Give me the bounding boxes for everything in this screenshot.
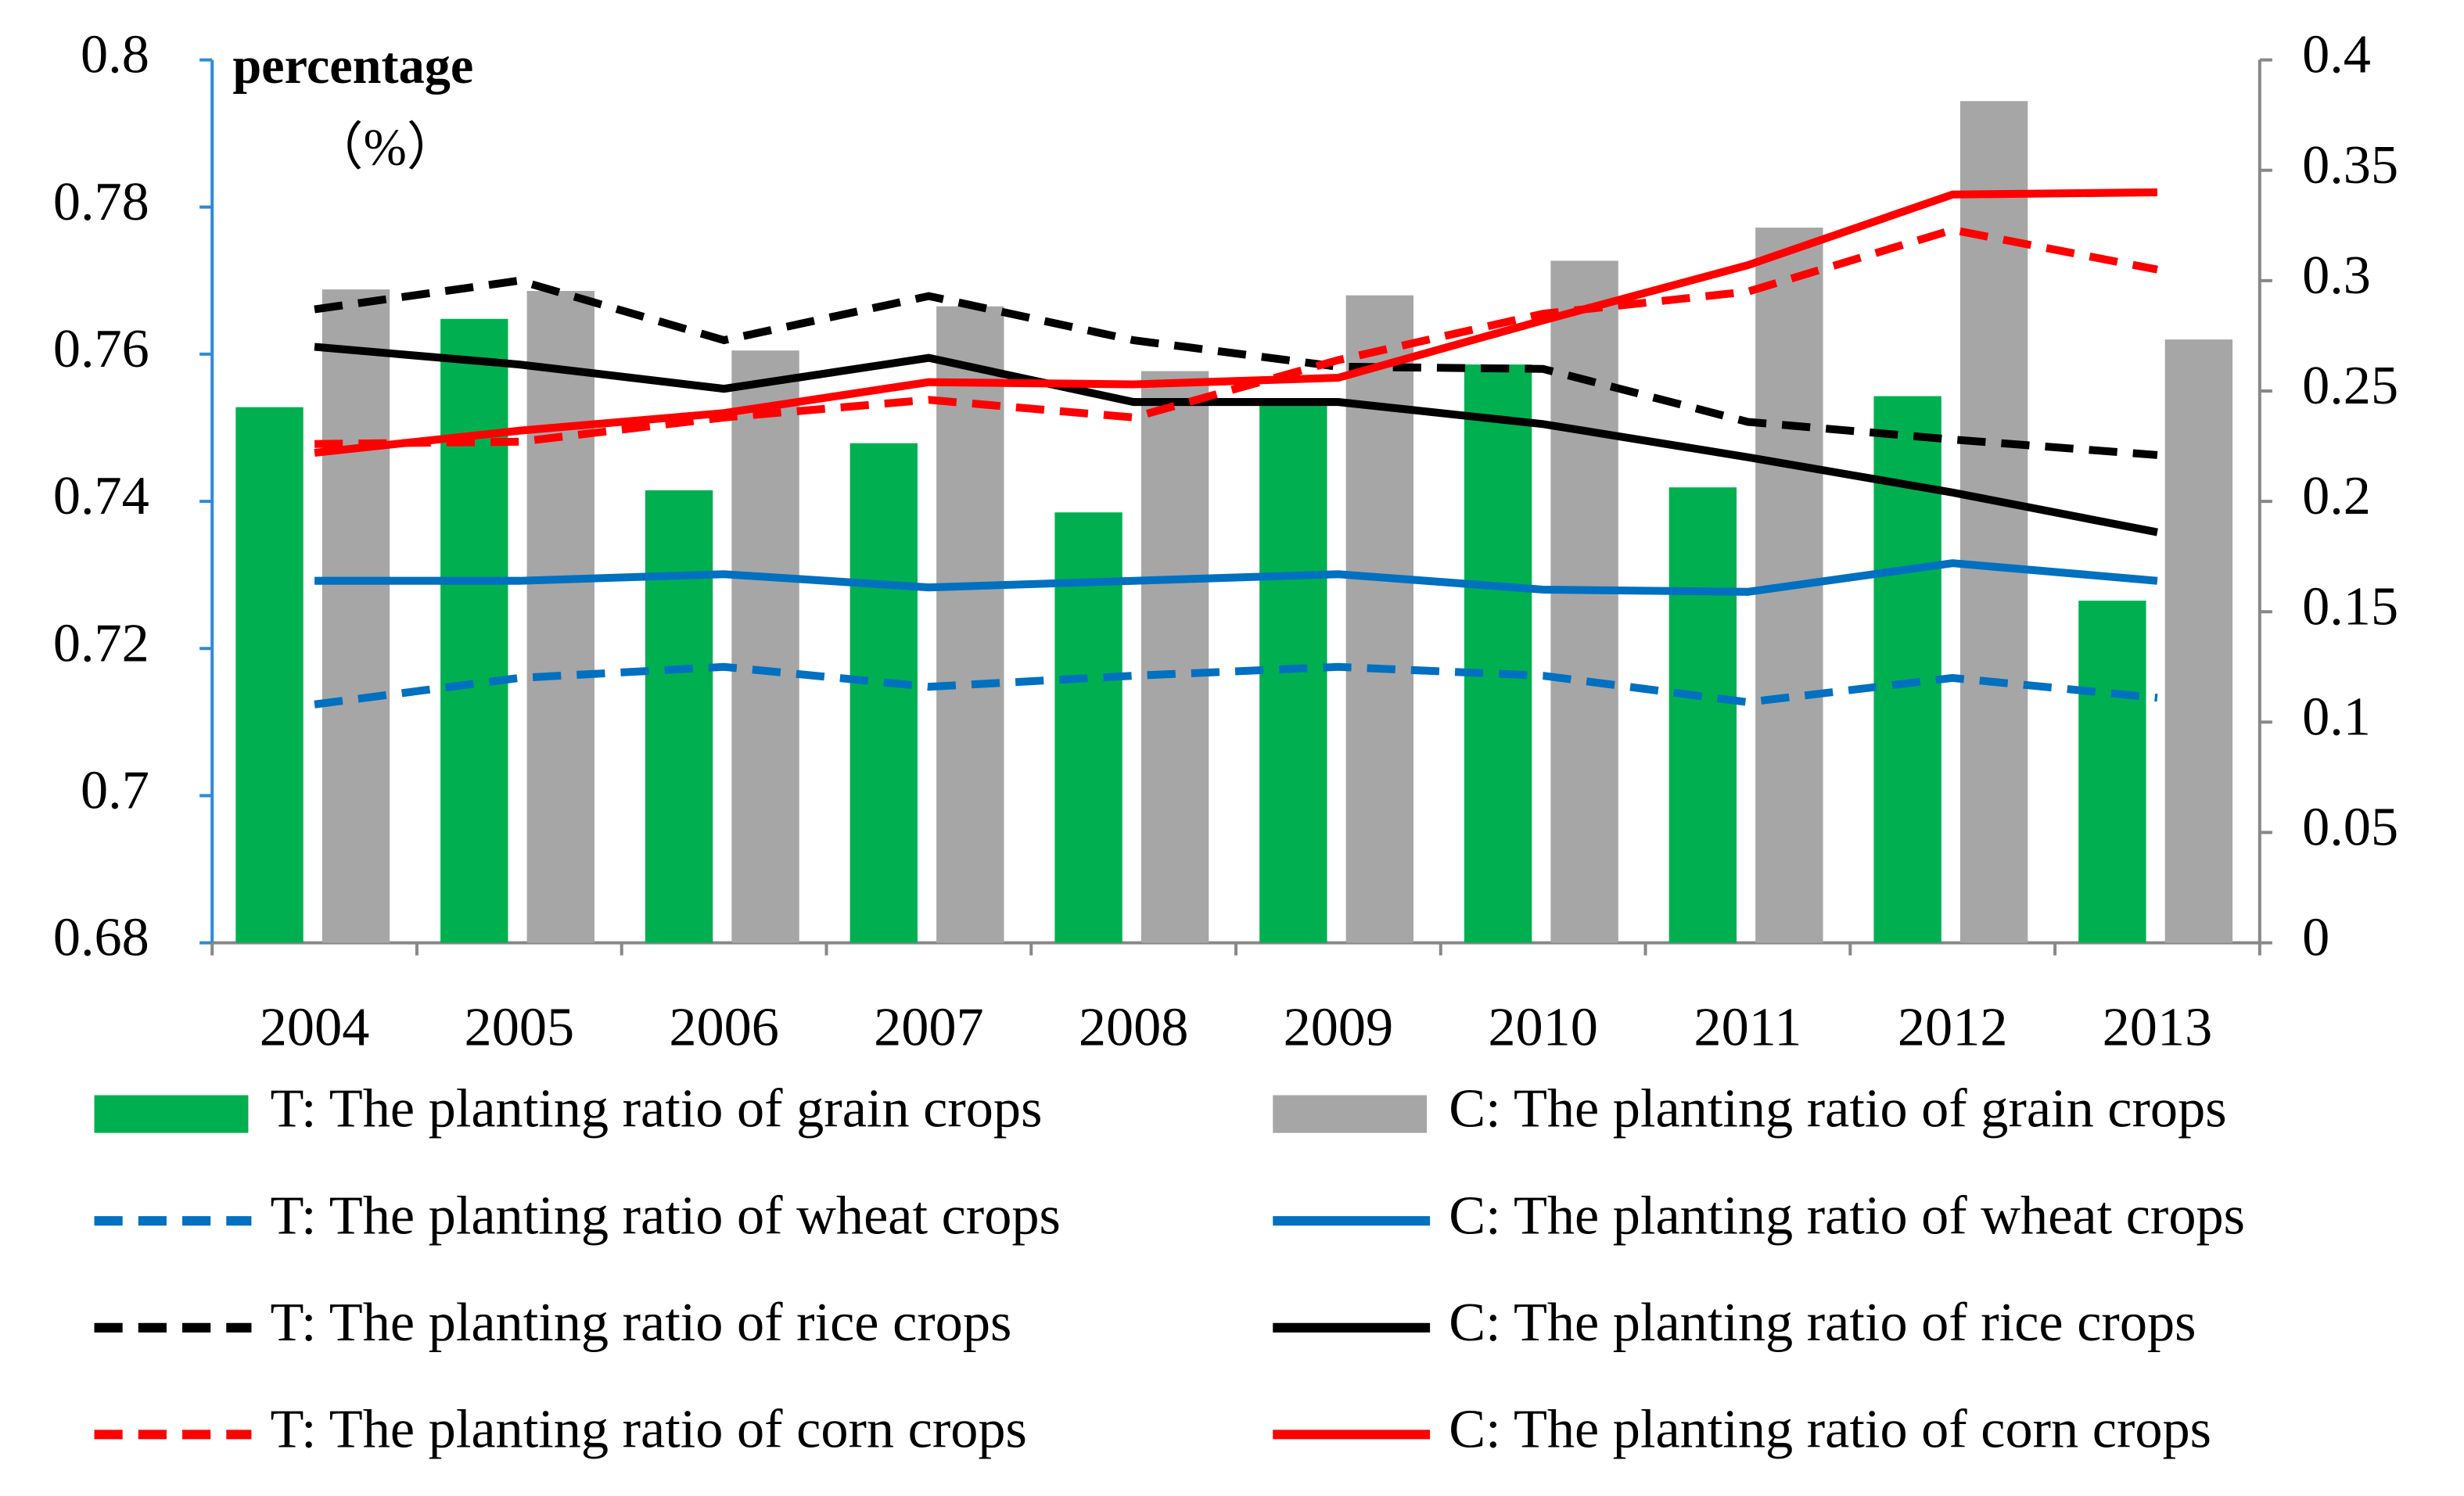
x-tick-label: 2013 <box>2103 996 2213 1057</box>
bar <box>526 291 594 943</box>
bar <box>731 350 799 943</box>
y2-tick-label: 0.15 <box>2302 576 2398 637</box>
legend-label: T: The planting ratio of wheat crops <box>271 1185 1061 1246</box>
x-tick-label: 2005 <box>465 996 575 1057</box>
bar <box>645 490 713 943</box>
bar <box>1054 512 1122 943</box>
bar <box>1140 371 1209 943</box>
x-tick-label: 2012 <box>1898 996 2008 1057</box>
x-tick-label: 2006 <box>669 996 779 1057</box>
y-tick-label: 0.68 <box>53 907 149 968</box>
y2-tick-label: 0 <box>2302 907 2329 968</box>
x-tick-label: 2004 <box>260 996 370 1057</box>
legend-label: C: The planting ratio of rice crops <box>1449 1292 2196 1353</box>
y2-tick-label: 0.05 <box>2302 797 2398 858</box>
bar <box>235 407 304 943</box>
legend-label: T: The planting ratio of rice crops <box>271 1292 1012 1353</box>
x-tick-label: 2008 <box>1079 996 1189 1057</box>
bar <box>1668 487 1737 943</box>
bar <box>936 306 1004 943</box>
bar <box>1464 364 1532 943</box>
x-tick-label: 2007 <box>874 996 984 1057</box>
y-tick-label: 0.7 <box>81 760 149 821</box>
bar <box>321 289 390 943</box>
bar <box>1345 295 1414 943</box>
line <box>314 662 2158 709</box>
x-tick-label: 2009 <box>1284 996 1394 1057</box>
x-tick-label: 2011 <box>1694 996 1801 1057</box>
bar <box>849 443 918 943</box>
y-axis-title: percentage <box>232 38 473 95</box>
legend-label: C: The planting ratio of grain crops <box>1449 1078 2226 1139</box>
legend-label: T: The planting ratio of corn crops <box>271 1399 1027 1460</box>
y-tick-label: 0.78 <box>53 171 149 232</box>
legend-label: T: The planting ratio of grain crops <box>271 1078 1043 1139</box>
y2-tick-label: 0.4 <box>2302 24 2371 85</box>
y2-tick-label: 0.1 <box>2302 686 2371 747</box>
line <box>314 276 2158 459</box>
bar <box>1959 101 2028 943</box>
legend-label: C: The planting ratio of wheat crops <box>1449 1185 2245 1246</box>
legend-label: C: The planting ratio of corn crops <box>1449 1399 2211 1460</box>
y2-tick-label: 0.2 <box>2302 465 2371 526</box>
y-tick-label: 0.76 <box>53 318 149 379</box>
y2-tick-label: 0.3 <box>2302 245 2371 306</box>
bar <box>2164 339 2233 943</box>
x-tick-label: 2010 <box>1488 996 1598 1057</box>
y2-tick-label: 0.35 <box>2302 135 2398 196</box>
line <box>314 559 2158 596</box>
line <box>314 343 2158 536</box>
legend-swatch <box>94 1095 249 1133</box>
line <box>314 188 2158 457</box>
bar <box>2078 601 2146 943</box>
y-tick-label: 0.74 <box>53 465 149 526</box>
y-axis-unit: （%） <box>311 119 458 176</box>
y-tick-label: 0.8 <box>81 24 149 85</box>
legend-swatch <box>1273 1095 1428 1133</box>
line <box>314 225 2158 448</box>
bar <box>1550 260 1618 943</box>
y-tick-label: 0.72 <box>53 612 149 673</box>
bar <box>440 318 508 943</box>
y2-tick-label: 0.25 <box>2302 355 2398 416</box>
